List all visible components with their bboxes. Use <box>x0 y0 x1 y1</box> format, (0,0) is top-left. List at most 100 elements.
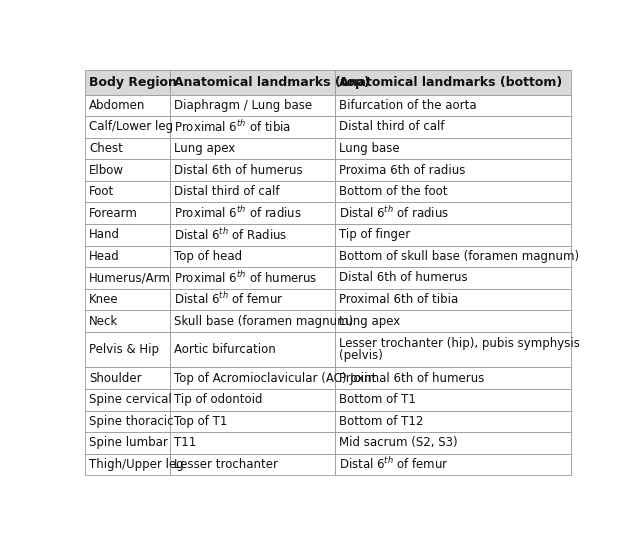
Bar <box>335 432 571 454</box>
Text: Top of head: Top of head <box>174 250 242 263</box>
Bar <box>85 94 170 116</box>
Text: Head: Head <box>89 250 120 263</box>
Bar <box>170 410 335 432</box>
Text: Skull base (foramen magnum): Skull base (foramen magnum) <box>174 314 353 328</box>
Bar <box>85 267 170 289</box>
Bar <box>335 159 571 181</box>
Text: Distal 6$^{th}$ of radius: Distal 6$^{th}$ of radius <box>339 205 449 221</box>
Text: Proximal 6$^{th}$ of tibia: Proximal 6$^{th}$ of tibia <box>174 119 291 135</box>
Text: Bottom of skull base (foramen magnum): Bottom of skull base (foramen magnum) <box>339 250 579 263</box>
Bar <box>85 410 170 432</box>
Bar <box>335 94 571 116</box>
Text: Spine thoracic: Spine thoracic <box>89 415 173 428</box>
Bar <box>335 224 571 246</box>
Bar <box>85 389 170 410</box>
Bar <box>170 289 335 310</box>
Text: Proximal 6$^{th}$ of radius: Proximal 6$^{th}$ of radius <box>174 205 302 221</box>
Text: Proximal 6$^{th}$ of humerus: Proximal 6$^{th}$ of humerus <box>174 270 317 286</box>
Bar <box>335 138 571 159</box>
Bar <box>335 310 571 332</box>
Text: Top of Acromioclavicular (AC) Joint: Top of Acromioclavicular (AC) Joint <box>174 372 376 384</box>
Text: Lesser trochanter (hip), pubis symphysis: Lesser trochanter (hip), pubis symphysis <box>339 336 580 350</box>
Text: Neck: Neck <box>89 314 118 328</box>
Bar <box>170 159 335 181</box>
Text: Top of T1: Top of T1 <box>174 415 227 428</box>
Text: Tip of finger: Tip of finger <box>339 228 410 241</box>
Text: Calf/Lower leg: Calf/Lower leg <box>89 120 173 133</box>
Bar <box>335 202 571 224</box>
Text: Thigh/Upper leg: Thigh/Upper leg <box>89 458 184 471</box>
Bar <box>85 224 170 246</box>
Text: Proximal 6th of humerus: Proximal 6th of humerus <box>339 372 484 384</box>
Bar <box>170 246 335 267</box>
Text: Forearm: Forearm <box>89 207 138 220</box>
Text: Mid sacrum (S2, S3): Mid sacrum (S2, S3) <box>339 436 458 449</box>
Bar <box>170 94 335 116</box>
Text: T11: T11 <box>174 436 196 449</box>
Bar <box>170 138 335 159</box>
Text: Foot: Foot <box>89 185 114 198</box>
Text: Humerus/Arm: Humerus/Arm <box>89 272 171 285</box>
Bar <box>85 138 170 159</box>
Text: Spine lumbar: Spine lumbar <box>89 436 168 449</box>
Text: Abdomen: Abdomen <box>89 99 145 112</box>
Text: Lung base: Lung base <box>339 142 400 155</box>
Text: Distal 6th of humerus: Distal 6th of humerus <box>339 272 468 285</box>
Bar <box>85 70 170 94</box>
Bar <box>170 432 335 454</box>
Text: (pelvis): (pelvis) <box>339 349 383 362</box>
Bar <box>335 389 571 410</box>
Text: Bifurcation of the aorta: Bifurcation of the aorta <box>339 99 477 112</box>
Bar <box>170 116 335 138</box>
Text: Shoulder: Shoulder <box>89 372 141 384</box>
Bar <box>335 246 571 267</box>
Text: Diaphragm / Lung base: Diaphragm / Lung base <box>174 99 312 112</box>
Text: Proximal 6th of tibia: Proximal 6th of tibia <box>339 293 458 306</box>
Text: Distal 6$^{th}$ of femur: Distal 6$^{th}$ of femur <box>174 292 284 307</box>
Bar <box>335 70 571 94</box>
Bar <box>85 159 170 181</box>
Bar <box>85 310 170 332</box>
Text: Lesser trochanter: Lesser trochanter <box>174 458 278 471</box>
Bar <box>85 246 170 267</box>
Text: Lung apex: Lung apex <box>174 142 236 155</box>
Text: Bottom of T1: Bottom of T1 <box>339 393 416 406</box>
Bar <box>170 454 335 475</box>
Bar <box>170 267 335 289</box>
Bar <box>335 454 571 475</box>
Bar <box>335 410 571 432</box>
Bar <box>170 202 335 224</box>
Text: Lung apex: Lung apex <box>339 314 401 328</box>
Text: Pelvis & Hip: Pelvis & Hip <box>89 343 159 356</box>
Text: Aortic bifurcation: Aortic bifurcation <box>174 343 276 356</box>
Text: Distal 6th of humerus: Distal 6th of humerus <box>174 164 303 177</box>
Bar <box>335 289 571 310</box>
Bar <box>85 454 170 475</box>
Text: Distal 6$^{th}$ of femur: Distal 6$^{th}$ of femur <box>339 456 449 472</box>
Bar <box>170 332 335 367</box>
Bar <box>85 202 170 224</box>
Text: Body Region: Body Region <box>89 76 177 89</box>
Bar <box>335 367 571 389</box>
Bar <box>335 267 571 289</box>
Bar <box>170 389 335 410</box>
Text: Tip of odontoid: Tip of odontoid <box>174 393 262 406</box>
Text: Hand: Hand <box>89 228 120 241</box>
Text: Distal third of calf: Distal third of calf <box>339 120 445 133</box>
Bar <box>85 289 170 310</box>
Bar <box>85 367 170 389</box>
Bar <box>170 70 335 94</box>
Text: Chest: Chest <box>89 142 123 155</box>
Bar <box>335 116 571 138</box>
Text: Bottom of the foot: Bottom of the foot <box>339 185 448 198</box>
Text: Anatomical landmarks (bottom): Anatomical landmarks (bottom) <box>339 76 563 89</box>
Bar <box>170 181 335 202</box>
Bar <box>85 432 170 454</box>
Text: Knee: Knee <box>89 293 118 306</box>
Bar <box>335 181 571 202</box>
Bar <box>335 332 571 367</box>
Bar <box>170 367 335 389</box>
Text: Elbow: Elbow <box>89 164 124 177</box>
Bar <box>170 310 335 332</box>
Text: Anatomical landmarks (top): Anatomical landmarks (top) <box>174 76 370 89</box>
